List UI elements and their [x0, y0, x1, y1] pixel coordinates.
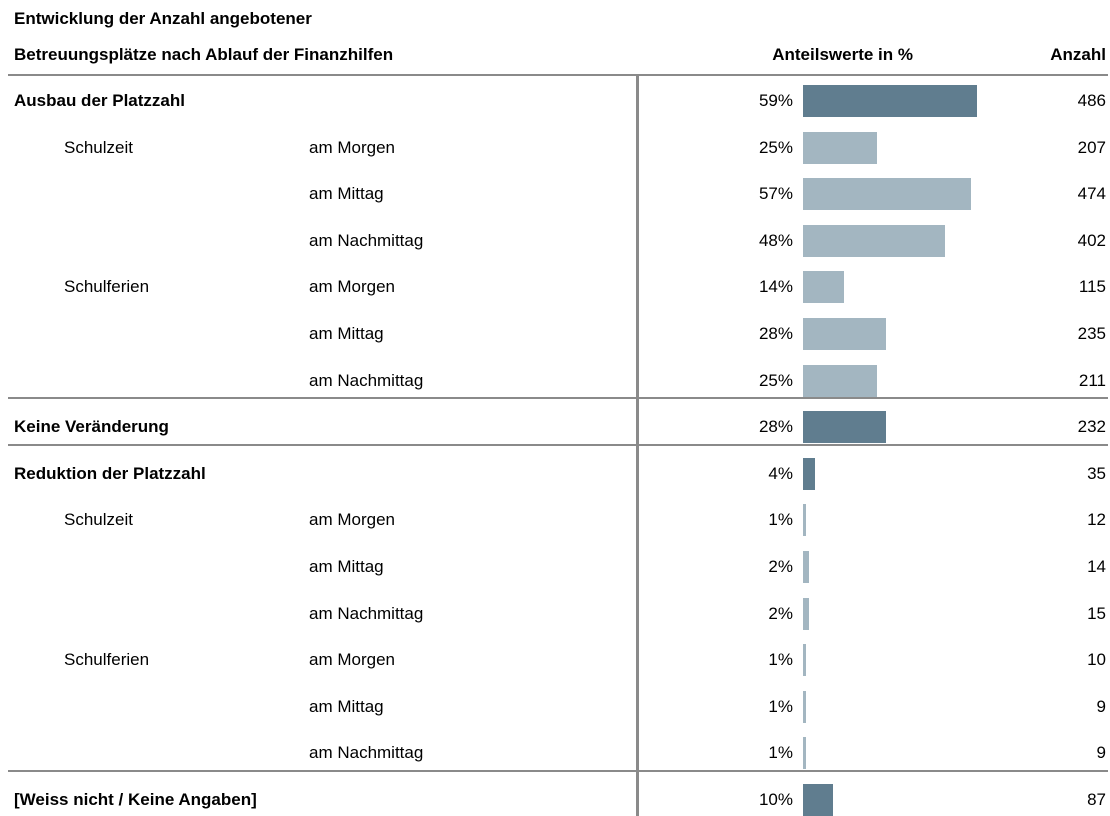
- group-label: Schulferien: [64, 277, 150, 297]
- percent-label: 25%: [758, 137, 793, 157]
- bar: [803, 178, 972, 211]
- sub-label: am Nachmittag: [309, 603, 424, 623]
- count: 35: [1087, 463, 1106, 483]
- row-label: Ausbau der Platzzahl: [14, 91, 185, 110]
- header-count: Anzahl: [1050, 45, 1106, 64]
- percent-label: 57%: [758, 184, 793, 204]
- row-label: [Weiss nicht / Keine Angaben]: [14, 790, 257, 809]
- row-label: Keine Veränderung: [14, 417, 169, 437]
- sub-label: am Morgen: [309, 510, 395, 530]
- header-rule: [8, 74, 1108, 76]
- bar: [803, 644, 806, 677]
- count: 115: [1078, 277, 1106, 297]
- bar: [803, 224, 945, 257]
- count: 402: [1077, 230, 1106, 250]
- section-rule: [8, 397, 1108, 400]
- percent-label: 1%: [768, 510, 793, 530]
- sub-label: am Mittag: [309, 324, 384, 343]
- bar: [803, 551, 809, 583]
- bar: [803, 271, 845, 304]
- sub-label: am Mittag: [309, 557, 384, 576]
- column-rule: [636, 76, 639, 816]
- percent-label: 2%: [768, 603, 793, 623]
- percent-label: 14%: [758, 277, 793, 297]
- percent-label: 2%: [768, 557, 793, 576]
- percent-label: 25%: [758, 370, 793, 390]
- percent-label: 10%: [758, 790, 793, 809]
- group-label: Schulzeit: [64, 510, 133, 530]
- sub-label: am Mittag: [309, 696, 384, 716]
- bar: [803, 784, 833, 816]
- count: 232: [1077, 417, 1106, 437]
- percent-label: 1%: [768, 696, 793, 716]
- percent-label: 1%: [768, 650, 793, 670]
- group-label: Schulferien: [64, 650, 150, 670]
- sub-label: am Nachmittag: [309, 743, 424, 763]
- count: 207: [1077, 137, 1106, 157]
- percent-label: 28%: [758, 324, 793, 343]
- bar: [803, 411, 886, 444]
- sub-label: am Morgen: [309, 137, 395, 157]
- group-label: Schulzeit: [64, 137, 133, 157]
- count: 211: [1078, 370, 1106, 390]
- bar: [803, 131, 877, 164]
- bar: [803, 737, 806, 770]
- title-line: Entwicklung der Anzahl angebotener: [14, 9, 312, 28]
- bar: [803, 85, 978, 117]
- percent-label: 1%: [768, 743, 793, 763]
- bar: [803, 504, 806, 537]
- count: 15: [1087, 603, 1106, 623]
- percent-label: 28%: [758, 417, 793, 437]
- percent-label: 59%: [758, 91, 793, 110]
- bar: [803, 364, 877, 397]
- sub-label: am Morgen: [309, 277, 395, 297]
- section-rule: [8, 443, 1108, 446]
- percent-label: 48%: [758, 230, 793, 250]
- row-label: Reduktion der Platzzahl: [14, 463, 206, 483]
- count: 486: [1077, 91, 1106, 110]
- count: 87: [1087, 790, 1106, 809]
- count: 474: [1077, 184, 1106, 204]
- sub-label: am Morgen: [309, 650, 395, 670]
- header-percent: Anteilswerte in %: [772, 45, 913, 64]
- title-line: Betreuungsplätze nach Ablauf der Finanzh…: [14, 45, 394, 64]
- sub-label: am Mittag: [309, 184, 384, 204]
- count: 12: [1087, 510, 1106, 530]
- count: 235: [1077, 324, 1106, 343]
- count: 14: [1087, 557, 1106, 576]
- bar: [803, 318, 886, 350]
- bar: [803, 457, 815, 490]
- sub-label: am Nachmittag: [309, 230, 424, 250]
- section-rule: [8, 770, 1108, 772]
- percent-label: 4%: [768, 463, 793, 483]
- sub-label: am Nachmittag: [309, 370, 424, 390]
- bar: [803, 597, 809, 630]
- count: 10: [1087, 650, 1106, 670]
- count: 9: [1096, 696, 1106, 716]
- count: 9: [1096, 743, 1106, 763]
- bar: [803, 690, 806, 723]
